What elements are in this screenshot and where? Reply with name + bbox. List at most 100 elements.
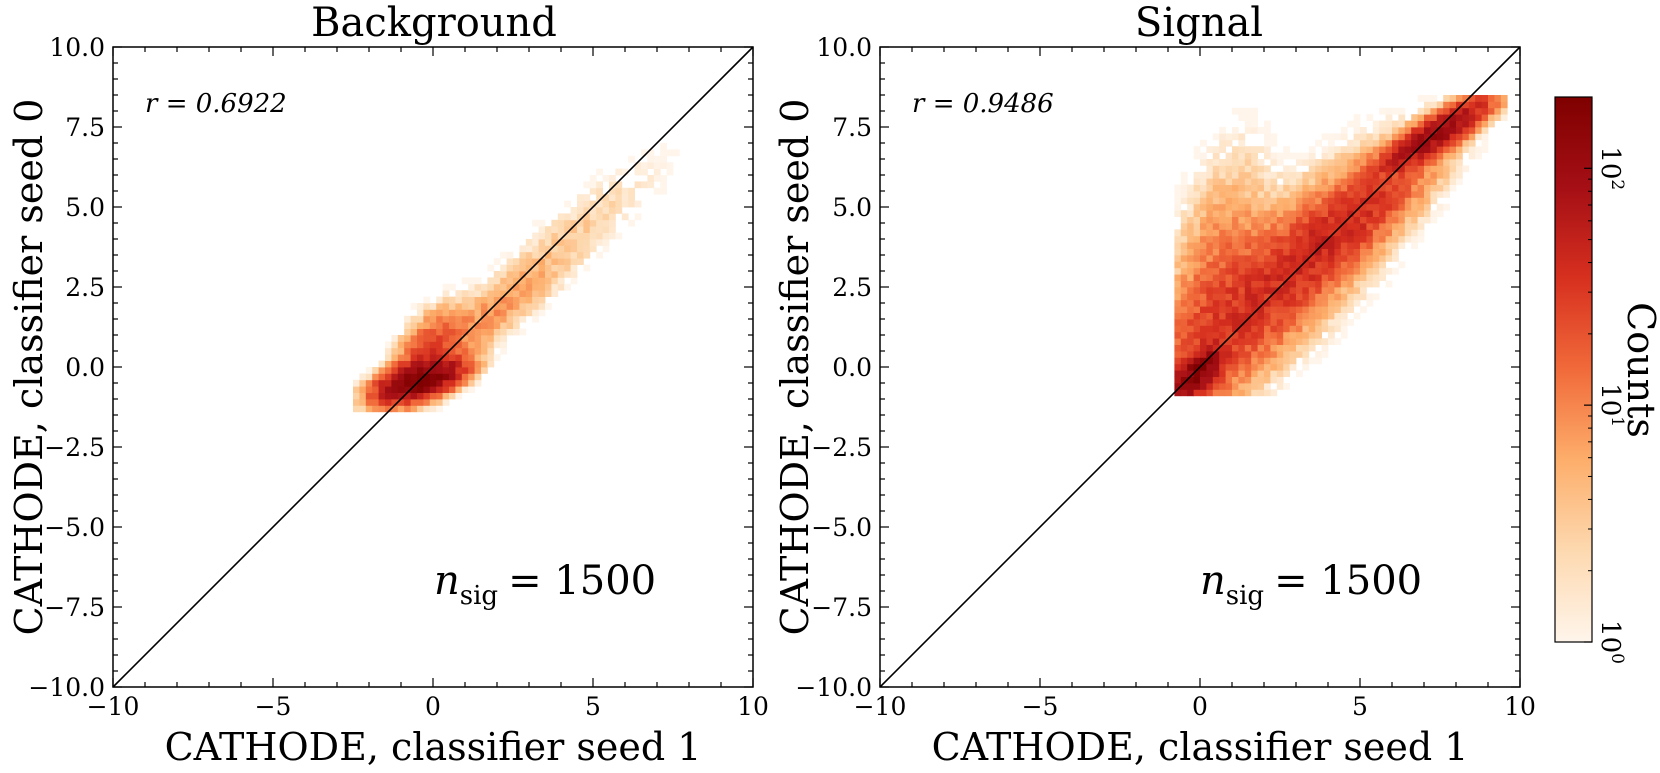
heatmap-cell bbox=[1270, 171, 1278, 179]
heatmap-cell bbox=[1174, 261, 1182, 269]
heatmap-cell bbox=[417, 405, 424, 413]
heatmap-cell bbox=[397, 347, 405, 355]
heatmap-cell bbox=[1187, 210, 1194, 217]
heatmap-cell bbox=[641, 181, 648, 189]
heatmap-cell bbox=[1315, 357, 1322, 365]
heatmap-cell bbox=[1340, 306, 1348, 313]
heatmap-cell bbox=[1244, 235, 1252, 243]
heatmap-cell bbox=[423, 322, 431, 329]
heatmap-cell bbox=[1417, 178, 1425, 185]
heatmap-cell bbox=[1187, 287, 1194, 294]
heatmap-cell bbox=[474, 379, 482, 387]
heatmap-cell bbox=[1372, 255, 1380, 262]
heatmap-cell bbox=[1353, 267, 1361, 275]
heatmap-cell bbox=[1276, 280, 1284, 288]
heatmap-cell bbox=[391, 335, 399, 342]
heatmap-cell bbox=[1264, 274, 1271, 281]
heatmap-cell bbox=[1398, 197, 1406, 205]
heatmap-cell bbox=[1244, 351, 1252, 358]
heatmap-cell bbox=[1340, 210, 1348, 217]
heatmap-cell bbox=[1456, 165, 1463, 173]
heatmap-cell bbox=[615, 181, 623, 189]
heatmap-cell bbox=[1340, 152, 1348, 160]
heatmap-cell bbox=[1232, 146, 1239, 153]
heatmap-cell bbox=[1315, 203, 1322, 211]
heatmap-cell bbox=[1200, 235, 1207, 243]
heatmap-cell bbox=[372, 373, 379, 381]
heatmap-cell bbox=[1206, 171, 1214, 179]
heatmap-cell bbox=[1270, 203, 1278, 211]
heatmap-cell bbox=[583, 194, 591, 201]
heatmap-cell bbox=[1251, 223, 1258, 230]
heatmap-cell bbox=[1340, 280, 1348, 288]
heatmap-cell bbox=[1315, 223, 1322, 230]
heatmap-cell bbox=[1321, 229, 1329, 237]
heatmap-cell bbox=[1328, 210, 1335, 217]
heatmap-cell bbox=[1360, 229, 1367, 237]
heatmap-cell bbox=[417, 379, 424, 387]
heatmap-cell bbox=[1264, 191, 1271, 198]
heatmap-cell bbox=[1264, 242, 1271, 249]
heatmap-cell bbox=[551, 226, 559, 233]
heatmap-cell bbox=[1449, 127, 1457, 134]
heatmap-cell bbox=[519, 328, 527, 336]
heatmap-cell bbox=[525, 245, 533, 253]
heatmap-cell bbox=[1398, 127, 1406, 134]
heatmap-cell bbox=[1238, 344, 1246, 352]
heatmap-cell bbox=[1334, 229, 1342, 237]
heatmap-cell bbox=[660, 149, 667, 157]
heatmap-cell bbox=[1436, 165, 1444, 173]
heatmap-cell bbox=[1404, 171, 1412, 179]
heatmap-cell bbox=[1315, 351, 1322, 358]
heatmap-cell bbox=[1296, 306, 1303, 313]
heatmap-cell bbox=[1340, 274, 1348, 281]
heatmap-cell bbox=[1225, 171, 1233, 179]
panel-title: Signal bbox=[1135, 0, 1263, 46]
heatmap-cell bbox=[1366, 223, 1374, 230]
heatmap-cell bbox=[500, 315, 507, 323]
heatmap-cell bbox=[1449, 178, 1457, 185]
heatmap-cell bbox=[1456, 146, 1463, 153]
heatmap-cell bbox=[545, 239, 552, 246]
heatmap-cell bbox=[1251, 376, 1258, 384]
heatmap-cell bbox=[1321, 197, 1329, 205]
heatmap-cell bbox=[1174, 242, 1182, 249]
x-tick-label: 5 bbox=[1352, 692, 1368, 721]
heatmap-cell bbox=[1251, 325, 1258, 333]
heatmap-cell bbox=[1200, 274, 1207, 281]
heatmap-cell bbox=[1193, 197, 1201, 205]
heatmap-cell bbox=[391, 386, 399, 393]
heatmap-cell bbox=[570, 271, 578, 278]
heatmap-cell bbox=[1244, 248, 1252, 256]
heatmap-cell bbox=[1193, 351, 1201, 358]
heatmap-cell bbox=[1212, 306, 1220, 313]
heatmap-cell bbox=[628, 187, 635, 195]
heatmap-cell bbox=[1456, 101, 1463, 109]
heatmap-cell bbox=[1257, 319, 1265, 326]
heatmap-cell bbox=[1264, 376, 1271, 384]
heatmap-cell bbox=[429, 399, 437, 406]
heatmap-cell bbox=[1321, 261, 1329, 269]
heatmap-cell bbox=[1315, 274, 1322, 281]
heatmap-cell bbox=[525, 258, 533, 265]
heatmap-cell bbox=[557, 219, 565, 227]
heatmap-cell bbox=[1270, 293, 1278, 301]
heatmap-cell bbox=[1417, 210, 1425, 217]
heatmap-cell bbox=[1398, 107, 1406, 115]
heatmap-cell bbox=[1353, 229, 1361, 237]
heatmap-cell bbox=[1193, 376, 1201, 384]
heatmap-cell bbox=[577, 200, 584, 208]
heatmap-cell bbox=[1302, 351, 1310, 358]
heatmap-cell bbox=[1232, 197, 1239, 205]
heatmap-cell bbox=[1193, 370, 1201, 377]
heatmap-cell bbox=[570, 207, 578, 214]
heatmap-cell bbox=[1200, 248, 1207, 256]
heatmap-cell bbox=[1264, 261, 1271, 269]
heatmap-cell bbox=[1321, 351, 1329, 358]
heatmap-cell bbox=[1392, 197, 1399, 205]
heatmap-cell bbox=[468, 360, 475, 368]
heatmap-cell bbox=[1360, 191, 1367, 198]
heatmap-cell bbox=[1206, 178, 1214, 185]
heatmap-cell bbox=[589, 187, 597, 195]
heatmap-cell bbox=[1193, 248, 1201, 256]
